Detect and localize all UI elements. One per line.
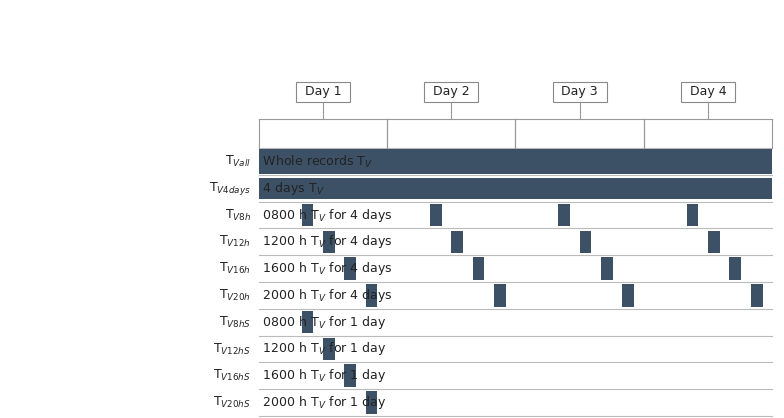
Bar	[365, 178, 376, 199]
Bar	[344, 257, 356, 280]
Bar	[291, 178, 302, 199]
Bar	[687, 178, 697, 199]
Text: T$_{V16h}$: T$_{V16h}$	[219, 261, 251, 276]
Bar	[473, 257, 485, 280]
Bar	[473, 178, 484, 199]
Text: Day 1: Day 1	[305, 85, 341, 98]
FancyBboxPatch shape	[424, 82, 478, 102]
Bar	[590, 178, 601, 199]
Bar	[622, 178, 633, 199]
Text: 1200 h T$_V$ for 1 day: 1200 h T$_V$ for 1 day	[255, 341, 387, 357]
Bar	[376, 178, 387, 199]
Text: T$_{Vall}$: T$_{Vall}$	[225, 154, 251, 169]
Bar	[505, 178, 516, 199]
Bar	[355, 178, 365, 199]
Bar	[708, 231, 720, 253]
Text: 0800 h T$_V$ for 4 days: 0800 h T$_V$ for 4 days	[255, 206, 393, 224]
Bar	[558, 178, 569, 199]
Text: T$_{V20hS}$: T$_{V20hS}$	[213, 395, 251, 410]
Bar	[323, 338, 335, 360]
Text: T$_{V12h}$: T$_{V12h}$	[219, 234, 251, 250]
Bar	[302, 178, 312, 199]
Bar	[430, 204, 441, 226]
Bar	[323, 178, 334, 199]
Text: 1200 h T$_V$ for 4 days: 1200 h T$_V$ for 4 days	[255, 233, 393, 250]
Bar	[344, 364, 356, 387]
Bar	[537, 178, 547, 199]
Bar	[761, 178, 772, 199]
Bar	[270, 178, 280, 199]
Bar	[547, 178, 558, 199]
Text: 1600 h T$_V$ for 4 days: 1600 h T$_V$ for 4 days	[255, 260, 393, 277]
Bar	[516, 178, 526, 199]
Text: 0800 h T$_V$ for 1 day: 0800 h T$_V$ for 1 day	[255, 314, 387, 331]
Text: T$_{V8h}$: T$_{V8h}$	[225, 207, 251, 223]
Text: 1600 h T$_V$ for 1 day: 1600 h T$_V$ for 1 day	[255, 367, 387, 384]
Bar	[452, 178, 462, 199]
Bar	[719, 178, 729, 199]
Bar	[579, 231, 591, 253]
Text: Day 4: Day 4	[690, 85, 726, 98]
Text: T$_{V16hS}$: T$_{V16hS}$	[213, 368, 251, 383]
FancyBboxPatch shape	[553, 82, 607, 102]
Text: T$_{V12hS}$: T$_{V12hS}$	[213, 342, 251, 357]
Bar	[344, 178, 355, 199]
Bar	[526, 178, 537, 199]
Bar	[697, 178, 708, 199]
Bar	[365, 284, 377, 307]
Bar	[430, 178, 441, 199]
Bar	[612, 178, 622, 199]
Bar	[280, 178, 291, 199]
Bar	[365, 391, 377, 414]
Bar	[419, 178, 430, 199]
Bar	[452, 231, 463, 253]
Bar	[601, 178, 612, 199]
Bar	[729, 178, 740, 199]
Text: Day 3: Day 3	[561, 85, 598, 98]
Bar	[397, 178, 408, 199]
Bar	[334, 178, 344, 199]
Bar	[644, 178, 655, 199]
Bar	[462, 178, 473, 199]
Bar	[633, 178, 644, 199]
Bar	[259, 149, 772, 174]
Bar	[740, 178, 751, 199]
Bar	[676, 178, 687, 199]
Text: 2000 h T$_V$ for 1 day: 2000 h T$_V$ for 1 day	[255, 394, 387, 411]
Bar	[708, 178, 719, 199]
Text: T$_{V8hS}$: T$_{V8hS}$	[219, 315, 251, 330]
Bar	[441, 178, 452, 199]
Bar	[569, 178, 579, 199]
Bar	[579, 178, 590, 199]
Bar	[622, 284, 634, 307]
FancyBboxPatch shape	[296, 82, 350, 102]
Bar	[729, 257, 741, 280]
Bar	[259, 178, 270, 199]
Bar	[323, 231, 335, 253]
Bar	[687, 204, 699, 226]
Bar	[751, 178, 761, 199]
Bar	[387, 178, 397, 199]
Bar	[302, 204, 314, 226]
Bar	[655, 178, 666, 199]
Text: Whole records T$_V$: Whole records T$_V$	[255, 153, 373, 170]
Bar	[408, 178, 419, 199]
Bar	[494, 178, 505, 199]
Bar	[558, 204, 570, 226]
Text: T$_{V4days}$: T$_{V4days}$	[209, 180, 251, 197]
FancyBboxPatch shape	[681, 82, 735, 102]
Text: 4 days T$_V$: 4 days T$_V$	[255, 180, 325, 197]
Text: 2000 h T$_V$ for 4 days: 2000 h T$_V$ for 4 days	[255, 287, 393, 304]
Text: Day 2: Day 2	[433, 85, 470, 98]
Bar	[302, 311, 314, 334]
Bar	[751, 284, 763, 307]
Bar	[484, 178, 494, 199]
Text: T$_{V20h}$: T$_{V20h}$	[219, 288, 251, 303]
Bar	[601, 257, 613, 280]
Bar	[312, 178, 323, 199]
Bar	[666, 178, 676, 199]
Bar	[494, 284, 506, 307]
